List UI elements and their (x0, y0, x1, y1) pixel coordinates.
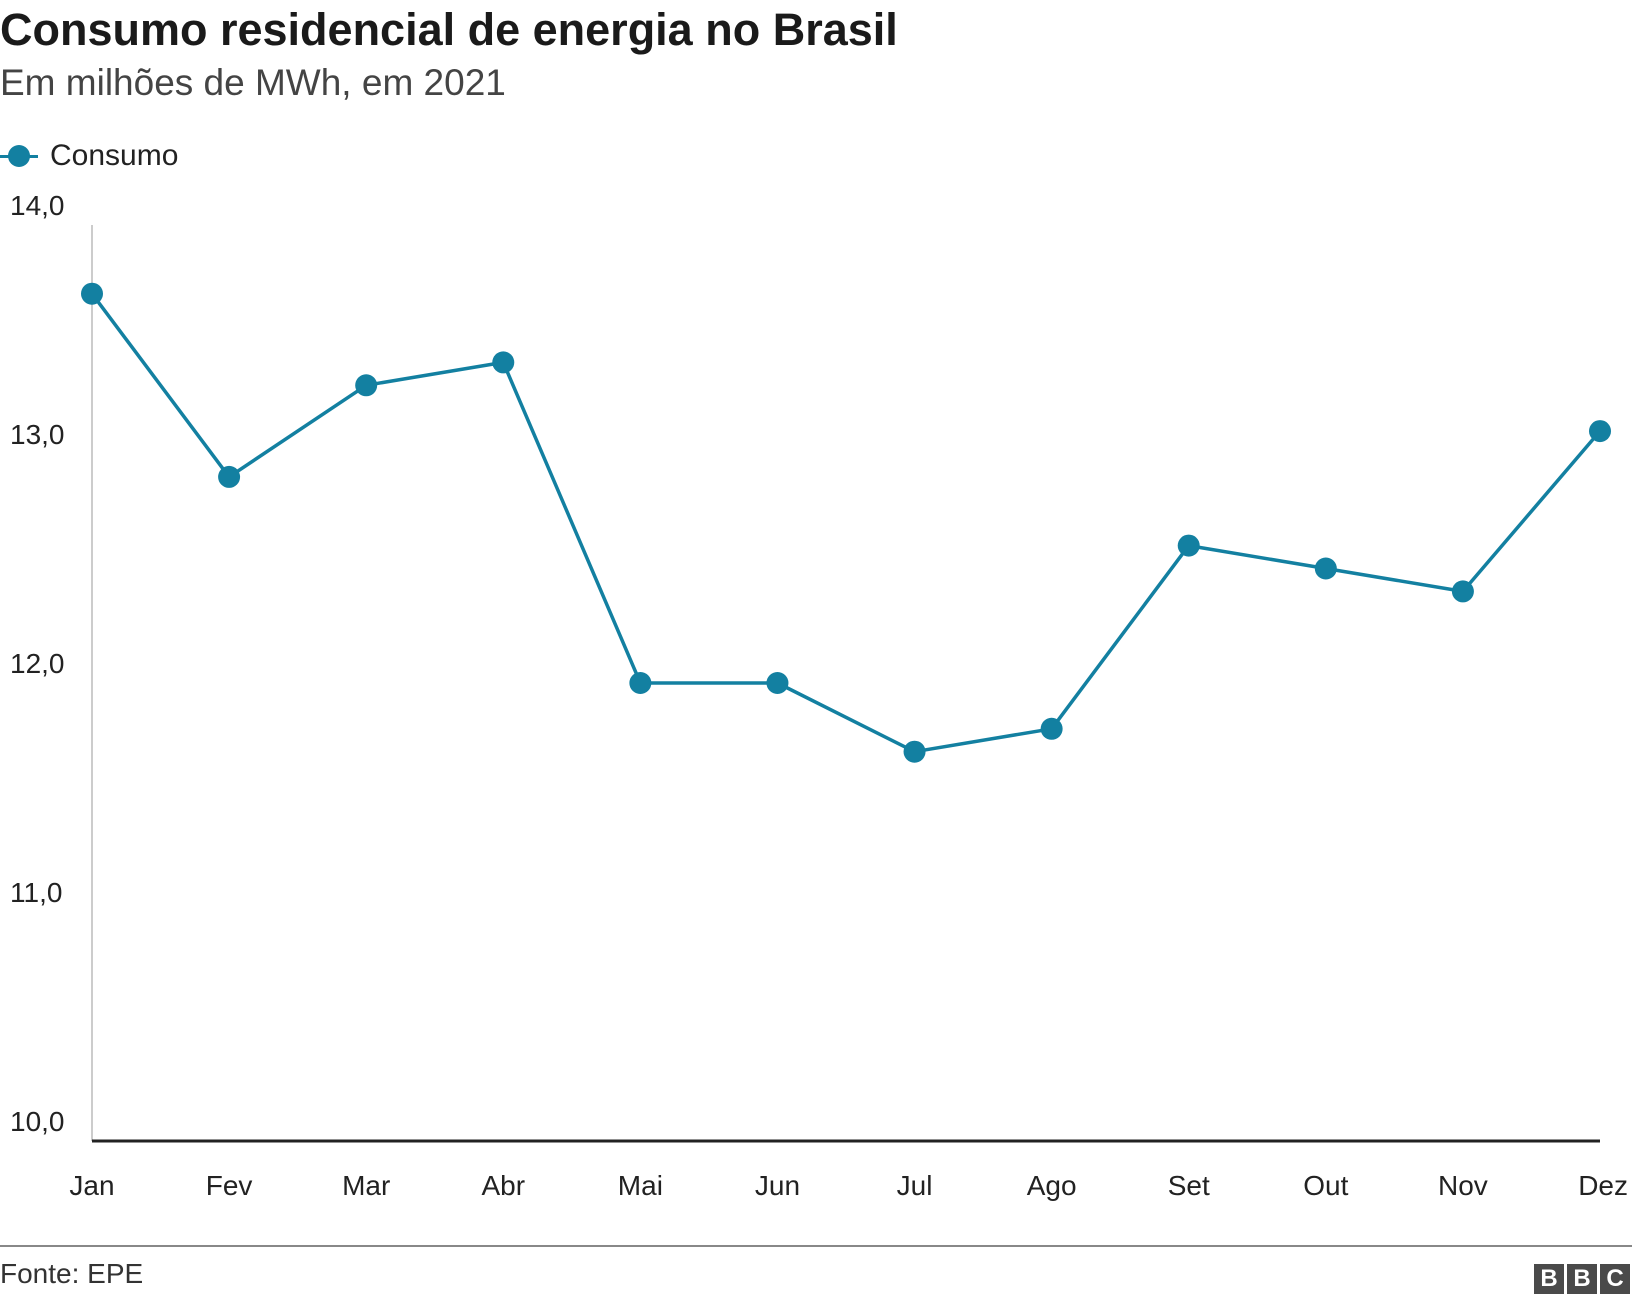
data-point (629, 672, 652, 694)
x-tick-label: Mar (342, 1170, 390, 1201)
x-tick-label: Ago (1027, 1170, 1077, 1201)
y-tick-label: 13,0 (10, 419, 65, 450)
data-point (903, 740, 926, 763)
data-point (492, 351, 515, 374)
bbc-logo-letter: B (1567, 1264, 1597, 1294)
x-tick-label: Mai (618, 1170, 663, 1201)
bbc-logo: B B C (1534, 1264, 1630, 1294)
data-point (1177, 534, 1200, 557)
x-tick-label: Jan (69, 1170, 114, 1201)
legend: Consumo (0, 138, 178, 174)
series-line (90, 292, 1602, 754)
y-tick-label: 12,0 (10, 648, 65, 679)
data-point (1589, 420, 1611, 443)
line-chart: 10,0 11,0 12,0 13,0 14,0 Jan Fev Mar Abr Mai Jun Ju… (10, 190, 1628, 1201)
x-tick-label: Dez (1578, 1170, 1628, 1201)
y-tick-label: 11,0 (10, 877, 62, 908)
x-tick-label: Nov (1438, 1170, 1488, 1201)
source-note: Fonte: EPE (0, 1258, 144, 1289)
data-point (218, 465, 241, 488)
chart-subtitle: Em milhões de MWh, em 2021 (0, 62, 506, 103)
x-tick-label: Set (1168, 1170, 1210, 1201)
chart-title: Consumo residencial de energia no Brasil (0, 4, 898, 55)
bbc-logo-letter: C (1600, 1264, 1630, 1294)
y-tick-label: 14,0 (10, 190, 65, 221)
bbc-logo-letter: B (1534, 1264, 1564, 1294)
data-point (1451, 580, 1474, 603)
x-tick-label: Jun (755, 1170, 800, 1201)
data-point (355, 374, 378, 397)
legend-line-marker (0, 138, 38, 174)
data-point (1314, 557, 1337, 580)
footer-divider (0, 1245, 1632, 1247)
x-tick-label: Jul (897, 1170, 933, 1201)
x-tick-label: Fev (206, 1170, 253, 1201)
legend-label: Consumo (50, 139, 179, 172)
x-tick-label: Abr (481, 1170, 525, 1201)
y-tick-label: 10,0 (10, 1106, 65, 1137)
data-point (766, 672, 789, 694)
x-tick-label: Out (1303, 1170, 1348, 1201)
data-point (1040, 717, 1063, 740)
data-point (81, 282, 103, 305)
